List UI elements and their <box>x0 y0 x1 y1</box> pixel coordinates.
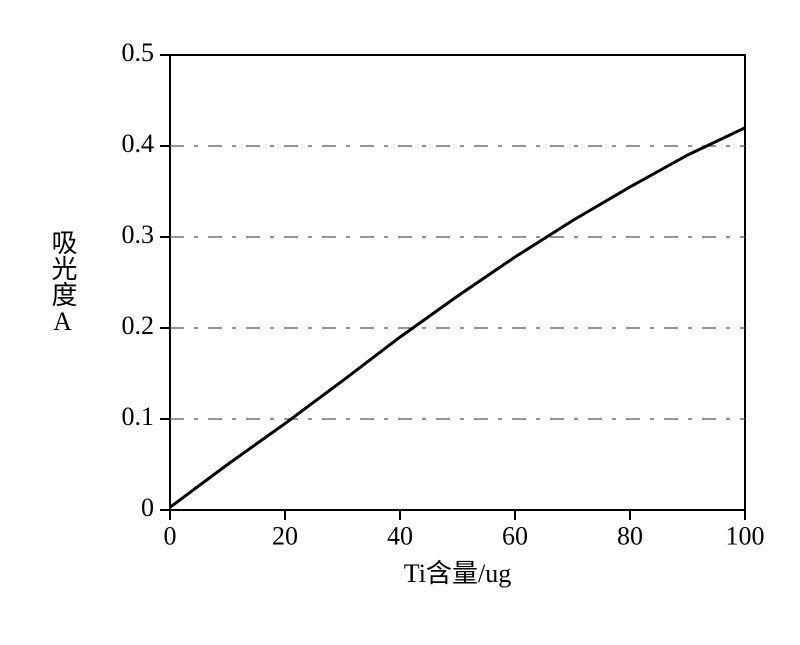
x-tick-label: 60 <box>502 521 528 550</box>
y-tick-label: 0.2 <box>122 311 155 340</box>
x-tick-label: 100 <box>726 521 765 550</box>
line-chart: 0 20 40 60 80 100 0 0.1 0.2 0.3 0.4 0.5 Ti含量/ug 吸光度A <box>0 0 800 645</box>
x-tick-label: 40 <box>387 521 413 550</box>
y-axis-label: 吸光度A <box>48 229 77 336</box>
x-tick-label: 80 <box>617 521 643 550</box>
y-tick-label: 0.4 <box>122 129 155 158</box>
y-tick-label: 0.5 <box>122 38 155 67</box>
plot-border <box>170 55 745 510</box>
x-tick-label: 0 <box>164 521 177 550</box>
data-line <box>170 128 745 507</box>
x-tick-label: 20 <box>272 521 298 550</box>
y-tick-label: 0.3 <box>122 220 155 249</box>
chart-container: 0 20 40 60 80 100 0 0.1 0.2 0.3 0.4 0.5 Ti含量/ug 吸光度A <box>0 0 800 645</box>
x-axis-label: Ti含量/ug <box>404 559 511 588</box>
y-tick-label: 0 <box>141 493 154 522</box>
y-tick-label: 0.1 <box>122 402 155 431</box>
